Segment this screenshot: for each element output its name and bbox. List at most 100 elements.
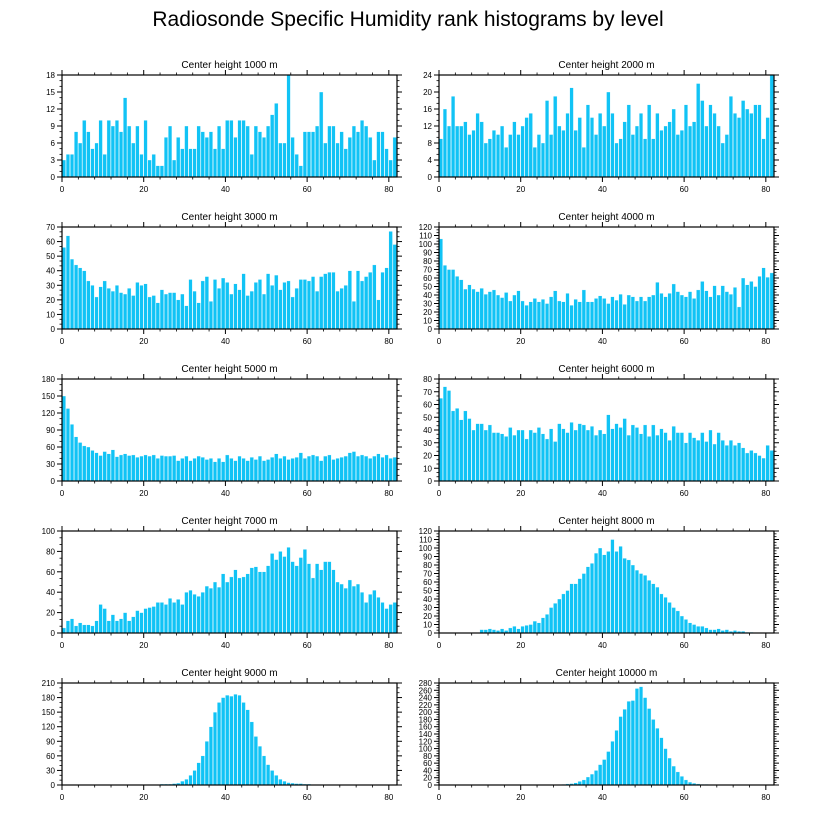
bar: [78, 622, 83, 634]
bar: [257, 745, 262, 786]
bar: [512, 434, 517, 482]
bar: [204, 585, 209, 634]
bar: [335, 458, 340, 482]
bar: [639, 573, 644, 634]
y-tick-label: 60: [423, 578, 432, 587]
bar: [351, 585, 356, 634]
bar: [298, 557, 303, 634]
bar: [380, 131, 385, 178]
y-tick-label: 3: [51, 156, 56, 165]
bar: [266, 764, 271, 786]
bar: [508, 300, 513, 330]
bar: [647, 708, 652, 786]
bar: [610, 113, 615, 178]
bar: [221, 148, 226, 178]
bar: [557, 300, 562, 330]
bar: [688, 432, 693, 482]
bar: [143, 454, 148, 482]
x-tick-label: 40: [598, 793, 607, 802]
bar: [200, 755, 205, 786]
bar: [614, 423, 619, 482]
bar: [549, 607, 554, 634]
bar: [110, 125, 115, 178]
bar: [761, 457, 766, 482]
y-tick-label: 150: [42, 708, 56, 717]
bar: [643, 138, 648, 178]
x-tick-label: 80: [761, 185, 770, 194]
bar: [500, 297, 505, 330]
bar: [610, 428, 615, 482]
bar: [290, 458, 295, 482]
y-tick-label: 50: [423, 283, 432, 292]
bar: [679, 130, 684, 178]
bar: [241, 273, 246, 330]
bar: [667, 602, 672, 634]
bar: [667, 440, 672, 482]
bar: [749, 281, 754, 330]
bar: [585, 301, 590, 330]
bar: [159, 455, 164, 482]
bar: [549, 428, 554, 482]
bar: [376, 131, 381, 178]
y-tick-label: 40: [46, 588, 55, 597]
bar: [364, 455, 369, 482]
y-tick-label: 80: [423, 257, 432, 266]
bar: [553, 290, 558, 330]
bar: [262, 137, 267, 178]
bar: [200, 131, 205, 178]
bar: [618, 138, 623, 178]
bar: [286, 280, 291, 330]
bar: [282, 142, 287, 178]
bar: [233, 460, 238, 482]
bar: [78, 267, 83, 330]
panel-1: Center height 1000 m 0 3 6 9 12 15 18 0 20 40 60 80: [46, 60, 402, 194]
bar: [712, 113, 717, 178]
bar: [131, 295, 136, 330]
bar: [233, 137, 238, 178]
y-tick-label: 40: [423, 426, 432, 435]
bar: [229, 458, 234, 482]
bar: [127, 455, 132, 482]
y-tick-label: 100: [419, 544, 433, 553]
bar: [135, 125, 140, 178]
x-tick-label: 80: [384, 793, 393, 802]
bar: [614, 299, 619, 330]
bar: [319, 569, 324, 634]
y-tick-label: 100: [419, 745, 433, 754]
bar: [184, 778, 189, 786]
bar: [455, 276, 460, 330]
bar: [245, 125, 250, 178]
y-tick-label: 0: [51, 477, 56, 486]
bar: [765, 117, 770, 178]
bar: [573, 299, 578, 330]
bar: [732, 113, 738, 178]
bar: [520, 300, 525, 330]
bar: [114, 285, 119, 330]
bar: [172, 455, 177, 482]
bar: [594, 770, 599, 786]
bar: [237, 455, 242, 482]
bar: [745, 108, 750, 178]
y-tick-label: 280: [419, 679, 433, 688]
y-tick-label: 120: [419, 737, 433, 746]
x-tick-label: 0: [60, 489, 65, 498]
bar: [700, 432, 705, 482]
bar: [536, 622, 541, 634]
bar: [483, 293, 488, 330]
bar: [319, 276, 324, 330]
bar: [282, 556, 287, 634]
bar: [528, 429, 533, 482]
bar: [102, 280, 107, 330]
bar: [86, 280, 91, 330]
x-tick-label: 20: [516, 337, 525, 346]
bar: [196, 762, 201, 786]
x-tick-label: 60: [680, 185, 689, 194]
bar: [184, 125, 189, 178]
bar: [671, 283, 676, 330]
bar: [69, 618, 75, 634]
bar: [451, 96, 456, 178]
bar: [585, 776, 590, 786]
bar: [683, 104, 688, 178]
bar: [69, 154, 75, 178]
bar: [290, 296, 295, 330]
